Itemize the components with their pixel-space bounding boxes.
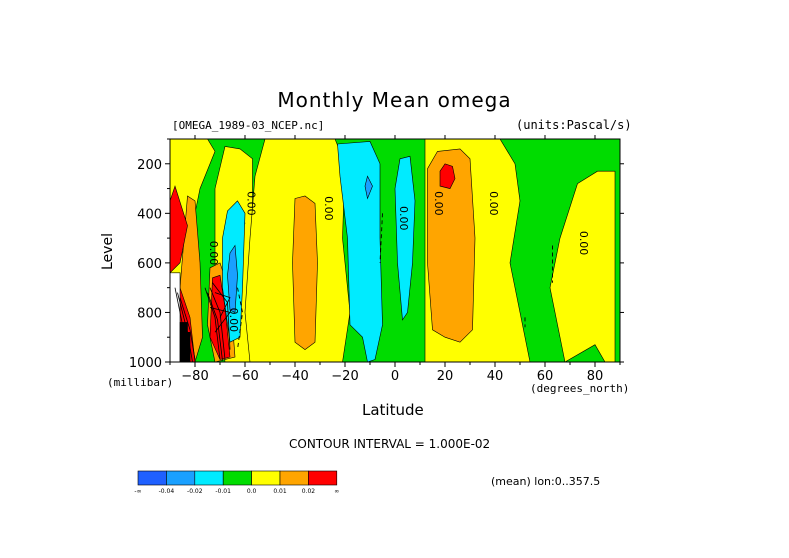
x-axis-units: (degrees_north) (530, 382, 630, 395)
contour-line-2 (179, 297, 196, 360)
y-tick-label: 800 (137, 306, 162, 321)
legend-swatch (194, 470, 224, 486)
contour-region-18 (227, 244, 238, 313)
x-axis-label: Latitude (362, 401, 424, 419)
x-tick-label: 40 (487, 369, 504, 384)
x-tick-label: −80 (181, 369, 208, 384)
legend-label: 0.02 (302, 488, 316, 495)
dashed-contour-0 (237, 287, 243, 350)
color-legend: -∞ -0.04 -0.02 -0.01 0.0 0.01 0.02 ∞ (134, 470, 339, 495)
contour-line-4 (207, 292, 223, 361)
mean-longitude-label: (mean) lon:0..357.5 (491, 475, 601, 488)
legend-label: 0.01 (273, 488, 287, 495)
legend-swatch (251, 470, 281, 486)
legend-swatch (308, 470, 338, 486)
plot-area: 0.00 0.00 0.00 0.00 0.00 0.00 0.00 0.00 (170, 139, 620, 362)
contour-line-0 (174, 287, 191, 362)
contour-label-1: 0.00 (245, 191, 258, 216)
legend-swatch (222, 470, 252, 486)
contour-region-14 (439, 163, 456, 189)
x-tick-label: −60 (231, 369, 258, 384)
legend-label: 0.0 (247, 488, 257, 495)
x-tick-label: 0 (391, 369, 399, 384)
contour-region-8 (427, 148, 476, 343)
x-tick-label: 20 (437, 369, 454, 384)
contour-label-4: 0.00 (432, 191, 445, 216)
contour-region-5 (549, 170, 616, 362)
legend-label: -∞ (134, 488, 141, 495)
dashed-contour-3 (379, 213, 383, 263)
contour-label-0: 0.00 (207, 241, 220, 266)
contour-region-20 (170, 272, 181, 362)
y-tick-label: 200 (137, 158, 162, 173)
contour-region-11 (170, 185, 188, 274)
contour-region-19 (364, 175, 373, 200)
y-axis-units: (millibar) (107, 376, 174, 389)
contour-region-17 (394, 155, 416, 321)
x-tick-label: 60 (537, 369, 554, 384)
dataset-label: [OMEGA_1989-03_NCEP.nc] (172, 119, 325, 132)
chart-title: Monthly Mean omega (277, 88, 512, 112)
x-tick-label: 80 (587, 369, 604, 384)
y-tick-label: 400 (137, 207, 162, 222)
contour-label-5: 0.00 (487, 191, 500, 216)
contour-region-7 (292, 195, 318, 350)
legend-label: -0.01 (215, 488, 231, 495)
contour-line-1 (177, 292, 193, 362)
contour-region-16 (337, 141, 383, 362)
x-tick-label: −20 (331, 369, 358, 384)
contour-line-5 (209, 287, 226, 360)
contour-label-3: 0.00 (397, 206, 410, 231)
contour-line-3 (204, 287, 221, 360)
x-tick-label: −40 (281, 369, 308, 384)
legend-label: -0.04 (159, 488, 175, 495)
legend-label: -0.02 (187, 488, 203, 495)
legend-swatch (166, 470, 196, 486)
units-label: (units:Pascal/s) (516, 118, 632, 132)
legend-label-end: ∞ (334, 488, 339, 495)
legend-swatch (279, 470, 309, 486)
y-tick-label: 600 (137, 257, 162, 272)
axes: −80 −60 −40 −20 0 20 40 60 80 200 400 600 800 1000 (129, 135, 624, 384)
contour-label-7: 0.00 (227, 308, 240, 333)
contour-label-2: 0.00 (322, 196, 335, 221)
contour-label-6: 0.00 (577, 231, 590, 256)
contour-line-8 (209, 307, 231, 333)
y-tick-label: 1000 (129, 356, 162, 371)
contour-interval: CONTOUR INTERVAL = 1.000E-02 (289, 437, 491, 451)
legend-swatch (137, 470, 167, 486)
